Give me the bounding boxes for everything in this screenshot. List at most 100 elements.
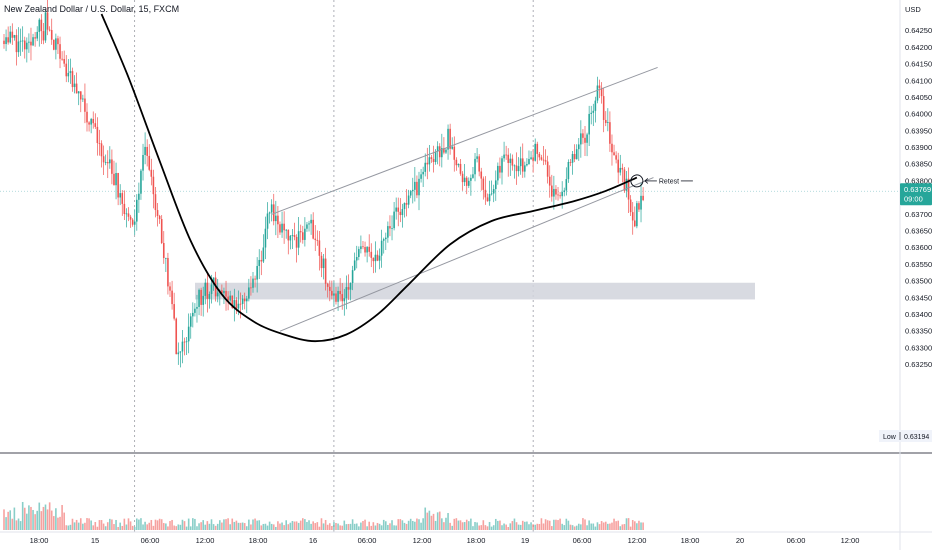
price-tick-label: 0.63250 (905, 360, 932, 369)
volume-bar (48, 502, 51, 530)
candle (463, 164, 466, 187)
volume-bar (546, 520, 549, 530)
volume-bar (492, 525, 495, 530)
volume-bar (196, 526, 198, 530)
candle (497, 162, 499, 185)
volume-bar (160, 519, 163, 530)
candle (355, 245, 358, 269)
candle (459, 159, 462, 176)
volume-bar (34, 514, 36, 530)
volume-bar (557, 520, 559, 530)
candle (94, 113, 97, 129)
candle (389, 215, 391, 237)
candle (318, 230, 321, 271)
volume-bar (308, 520, 310, 530)
volume-bar (150, 519, 153, 530)
volume-bar (142, 524, 144, 530)
candle (378, 248, 381, 270)
candle (567, 159, 570, 183)
candle (494, 170, 497, 201)
volume-bar (567, 520, 570, 530)
volume-bar (55, 508, 57, 530)
volume-bar (470, 518, 472, 530)
volume-bar (447, 513, 449, 530)
volume-bar (11, 518, 14, 530)
candle (109, 146, 111, 169)
candle (44, 10, 47, 43)
channel-upper-line[interactable] (271, 66, 658, 215)
candle (387, 221, 389, 243)
volume-bar (358, 526, 360, 530)
volume-bar (584, 519, 586, 530)
candle (260, 250, 263, 276)
volume-bar (208, 523, 211, 530)
candle (426, 147, 429, 180)
retest-circle[interactable] (630, 174, 644, 188)
candle (353, 252, 356, 271)
volume-bar (156, 520, 159, 530)
time-tick-label: 12:00 (413, 536, 432, 545)
time-tick-label: 18:00 (467, 536, 486, 545)
volume-bar (302, 518, 304, 530)
volume-bar (266, 525, 269, 530)
volume-bar (44, 504, 47, 530)
volume-bar (5, 517, 7, 530)
channel-lower-line[interactable] (279, 177, 654, 332)
candle (5, 29, 7, 52)
support-zone[interactable] (195, 282, 755, 300)
volume-bar (432, 513, 435, 530)
volume-bar (540, 518, 543, 530)
candle (140, 168, 142, 200)
candle (204, 278, 207, 305)
volume-bar (181, 519, 184, 530)
volume-bar (88, 518, 90, 530)
candle (285, 228, 287, 239)
price-axis[interactable]: 0.64250 0.64200 0.64150 0.64100 0.64050 0.640… (905, 26, 932, 369)
candle (79, 91, 82, 113)
volume-bar (640, 522, 642, 530)
volume-bar (322, 523, 325, 530)
candle (438, 143, 441, 167)
volume-bar (204, 524, 207, 530)
volume-bar (3, 509, 5, 530)
volume-bar (380, 525, 383, 530)
moving-average-curve[interactable] (100, 13, 638, 343)
volume-bar (216, 523, 219, 530)
candle (200, 287, 202, 316)
retest-arrow-head (644, 178, 649, 184)
time-tick-label: 06:00 (787, 536, 806, 545)
volume-bar (519, 524, 522, 530)
volume-bar (291, 521, 294, 530)
candle (115, 162, 117, 200)
candle (407, 189, 410, 209)
volume-bar (607, 523, 609, 530)
candle (9, 25, 12, 44)
price-tick-label: 0.63300 (905, 343, 932, 352)
volume-bar (281, 522, 283, 530)
candle (160, 215, 163, 245)
volume-bar (127, 518, 130, 530)
volume-bar (430, 515, 433, 530)
candle (262, 234, 265, 263)
volume-bar (59, 516, 61, 530)
volume-bar (146, 524, 148, 530)
volume-bar (36, 510, 38, 530)
volume-bar (372, 522, 375, 530)
candle (584, 125, 586, 156)
volume-bar (590, 523, 593, 530)
volume-bar (366, 526, 368, 530)
volume-bar (407, 520, 410, 530)
volume-bar (420, 522, 422, 530)
volume-bar (268, 521, 271, 530)
volume-bar (571, 525, 574, 530)
candle (374, 241, 377, 273)
candle (26, 37, 28, 63)
volume-bar (360, 522, 362, 530)
volume-bar (623, 524, 626, 530)
time-axis[interactable]: 18:00 15 06:00 12:00 18:00 16 06:00 12:00 18:00 1… (30, 536, 860, 545)
volume-bar (104, 526, 107, 530)
candle (542, 145, 545, 166)
candle (414, 167, 416, 202)
candle (607, 108, 609, 132)
